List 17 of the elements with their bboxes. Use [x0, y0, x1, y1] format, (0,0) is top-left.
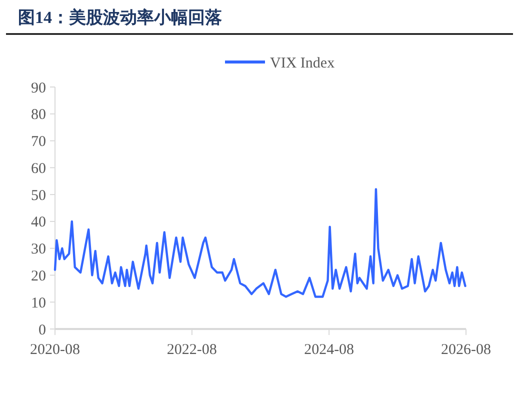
legend-label: VIX Index [270, 55, 336, 72]
y-tick-label: 20 [31, 268, 46, 284]
y-tick-label: 90 [31, 80, 46, 96]
y-tick-label: 80 [31, 107, 46, 124]
line-series [54, 188, 466, 298]
y-tick-label: 0 [38, 322, 46, 338]
y-tick-label: 40 [31, 214, 46, 231]
chart-title: 图14：美股波动率小幅回落 [18, 8, 222, 27]
x-tick-label: 2026-08 [441, 342, 491, 358]
y-tick-label: 60 [31, 160, 46, 177]
x-tick-label: 2020-08 [30, 342, 80, 358]
y-tick-label: 50 [31, 188, 46, 204]
x-tick-label: 2024-08 [304, 342, 354, 358]
y-tick-label: 10 [31, 295, 46, 312]
y-tick-label: 30 [31, 242, 46, 258]
x-tick-label: 2022-08 [166, 342, 217, 358]
y-tick-label: 70 [31, 134, 46, 150]
